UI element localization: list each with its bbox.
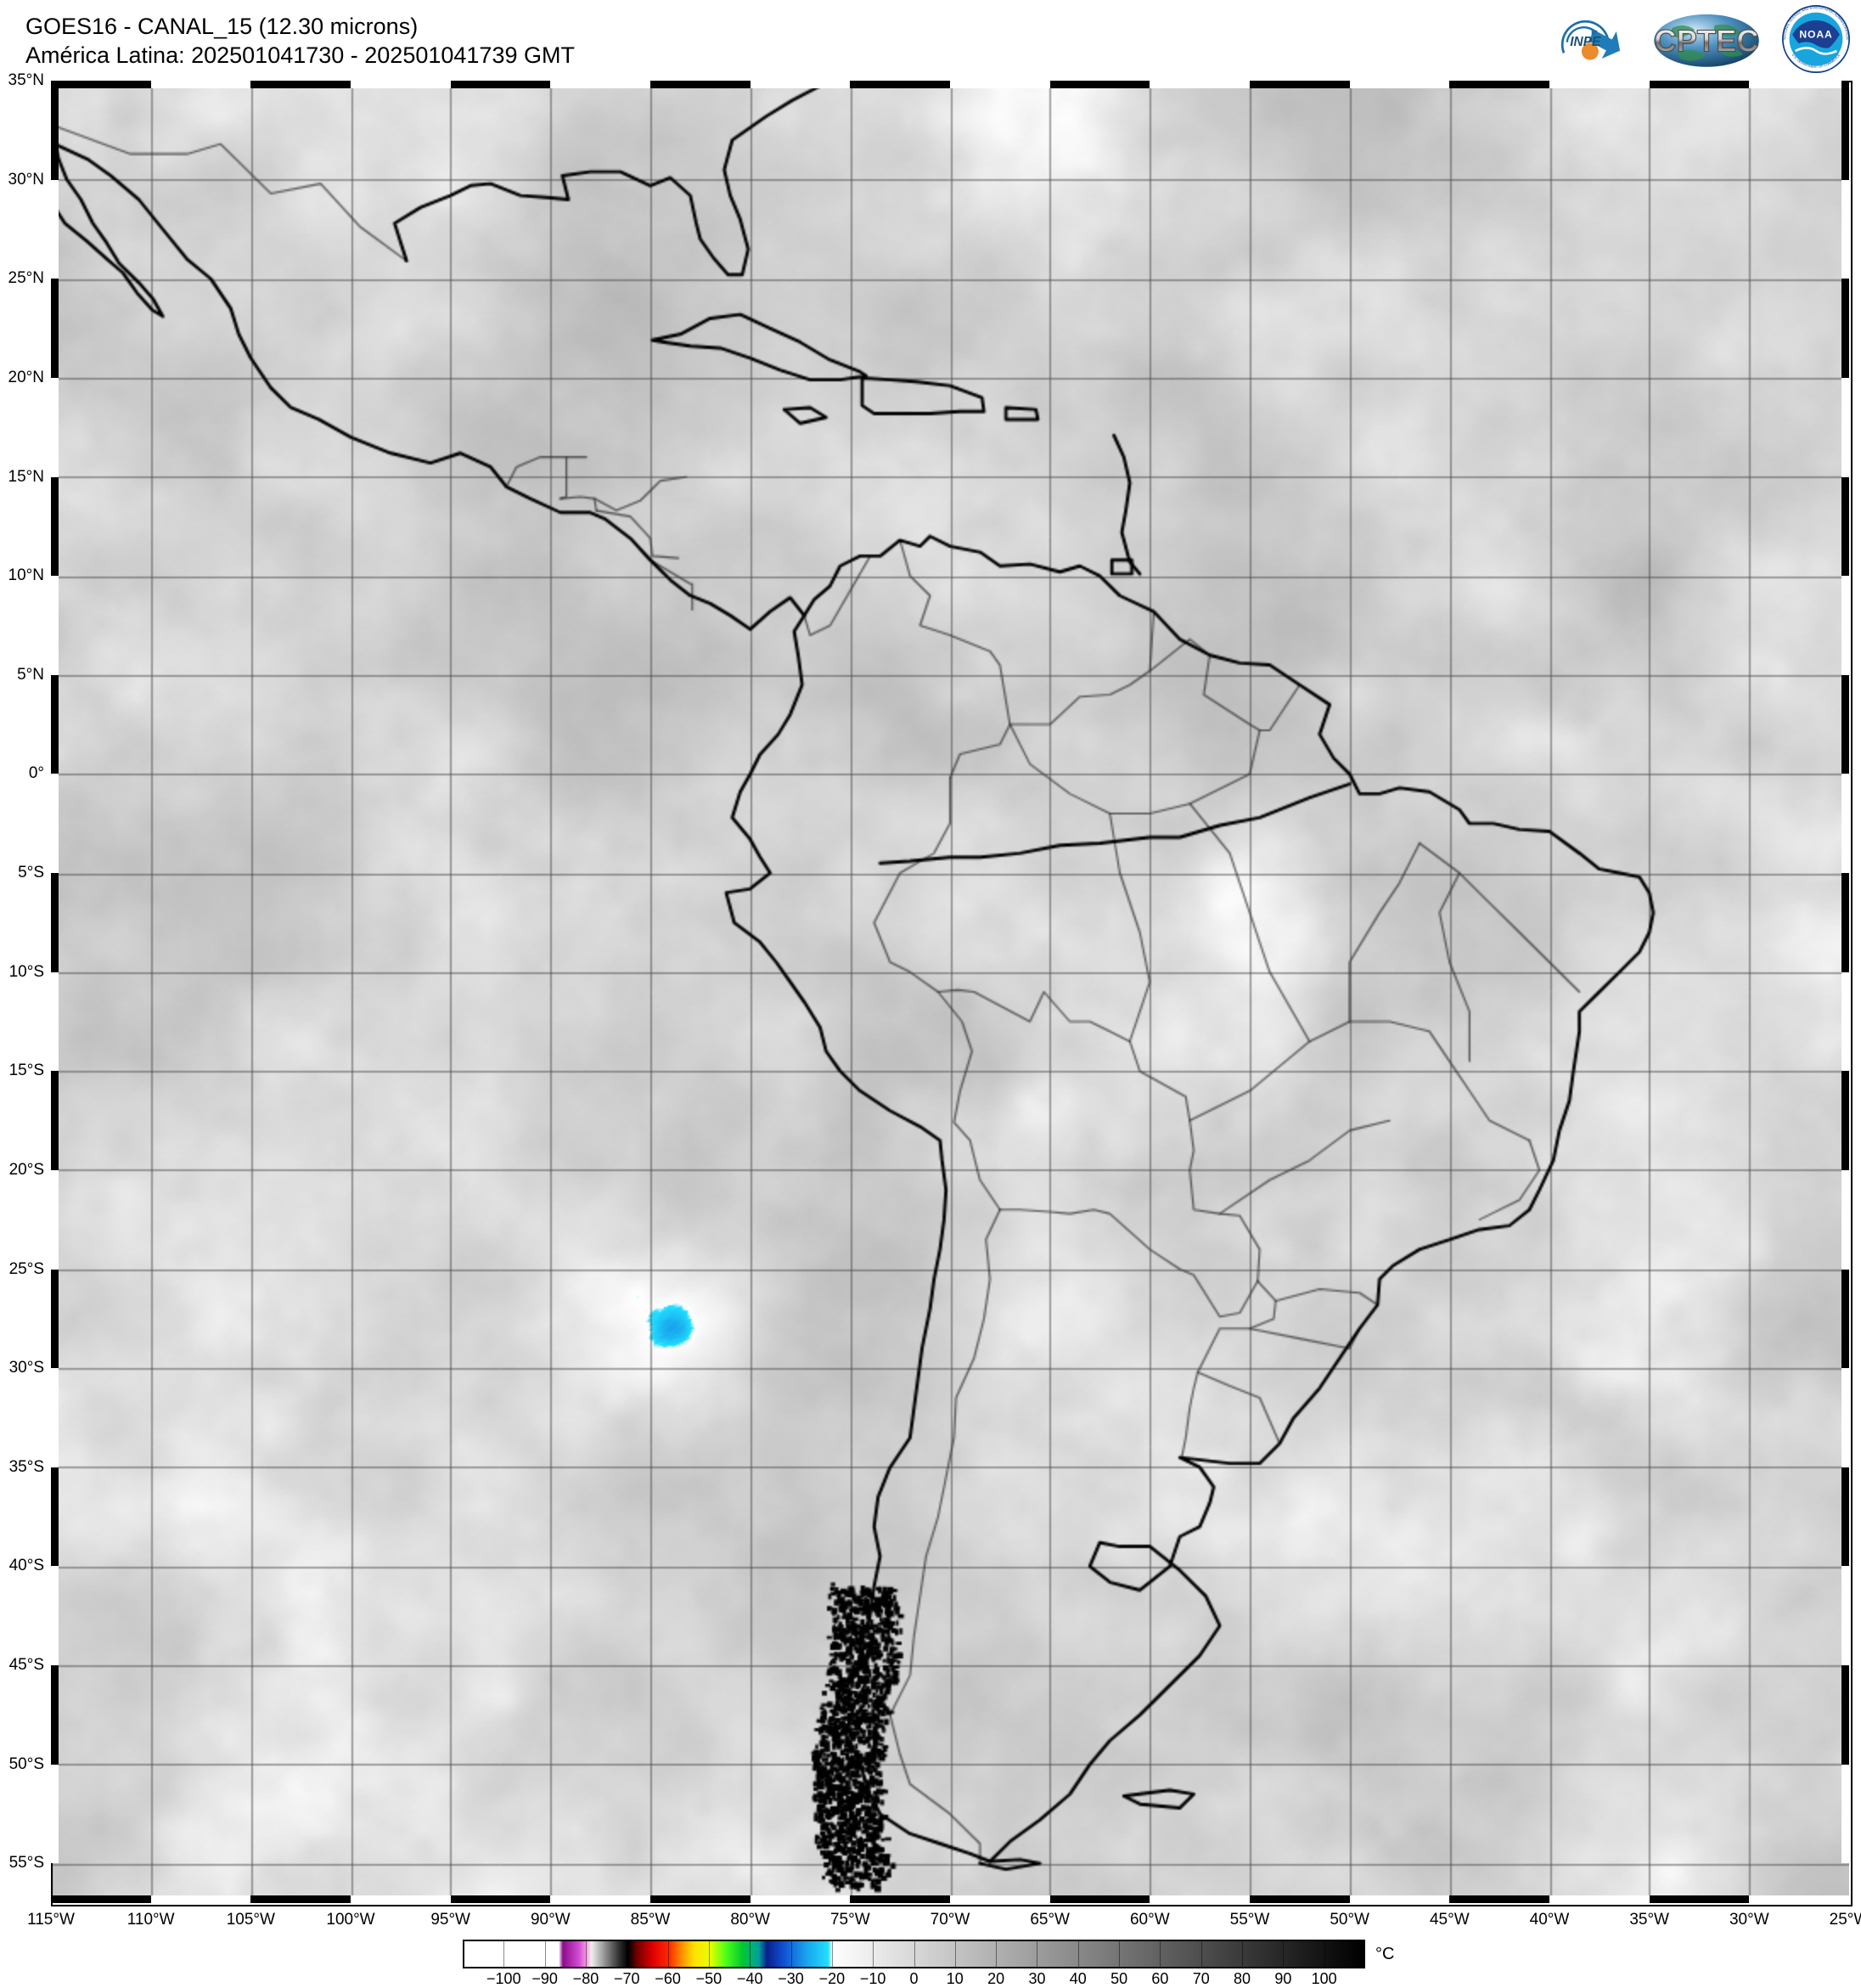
colorbar-tick-label: 40 <box>1070 1970 1087 1988</box>
colorbar-tick-label: 30 <box>1028 1970 1045 1988</box>
colorbar-tick-label: 100 <box>1312 1970 1337 1988</box>
colorbar-tick-label: 0 <box>909 1970 918 1988</box>
colorbar-tick-label: −50 <box>696 1970 722 1988</box>
colorbar-tick-label: −70 <box>614 1970 640 1988</box>
colorbar-tick-label: −60 <box>655 1970 681 1988</box>
colorbar-tick-label: −80 <box>573 1970 599 1988</box>
colorbar-tick-label: 70 <box>1193 1970 1210 1988</box>
colorbar-tick-label: −10 <box>860 1970 886 1988</box>
colorbar-unit-label: °C <box>1375 1945 1394 1964</box>
colorbar-tick-label: 60 <box>1151 1970 1168 1988</box>
colorbar-tick-label: −40 <box>737 1970 763 1988</box>
colorbar-tick-label: 50 <box>1110 1970 1127 1988</box>
colorbar-tick-label: 80 <box>1234 1970 1251 1988</box>
colorbar-tick-labels: −100 −90 −80 −70 −60 −50 −40 −30 −20 −10 0 10 20 30 40… <box>0 0 1861 1977</box>
colorbar-tick-label: 20 <box>987 1970 1004 1988</box>
colorbar-tick-label: −90 <box>531 1970 558 1988</box>
colorbar-tick-label: −20 <box>819 1970 846 1988</box>
colorbar-tick-label: 90 <box>1274 1970 1291 1988</box>
colorbar-tick-label: −100 <box>486 1970 521 1988</box>
colorbar-tick-label: 10 <box>947 1970 964 1988</box>
colorbar-tick-label: −30 <box>778 1970 804 1988</box>
